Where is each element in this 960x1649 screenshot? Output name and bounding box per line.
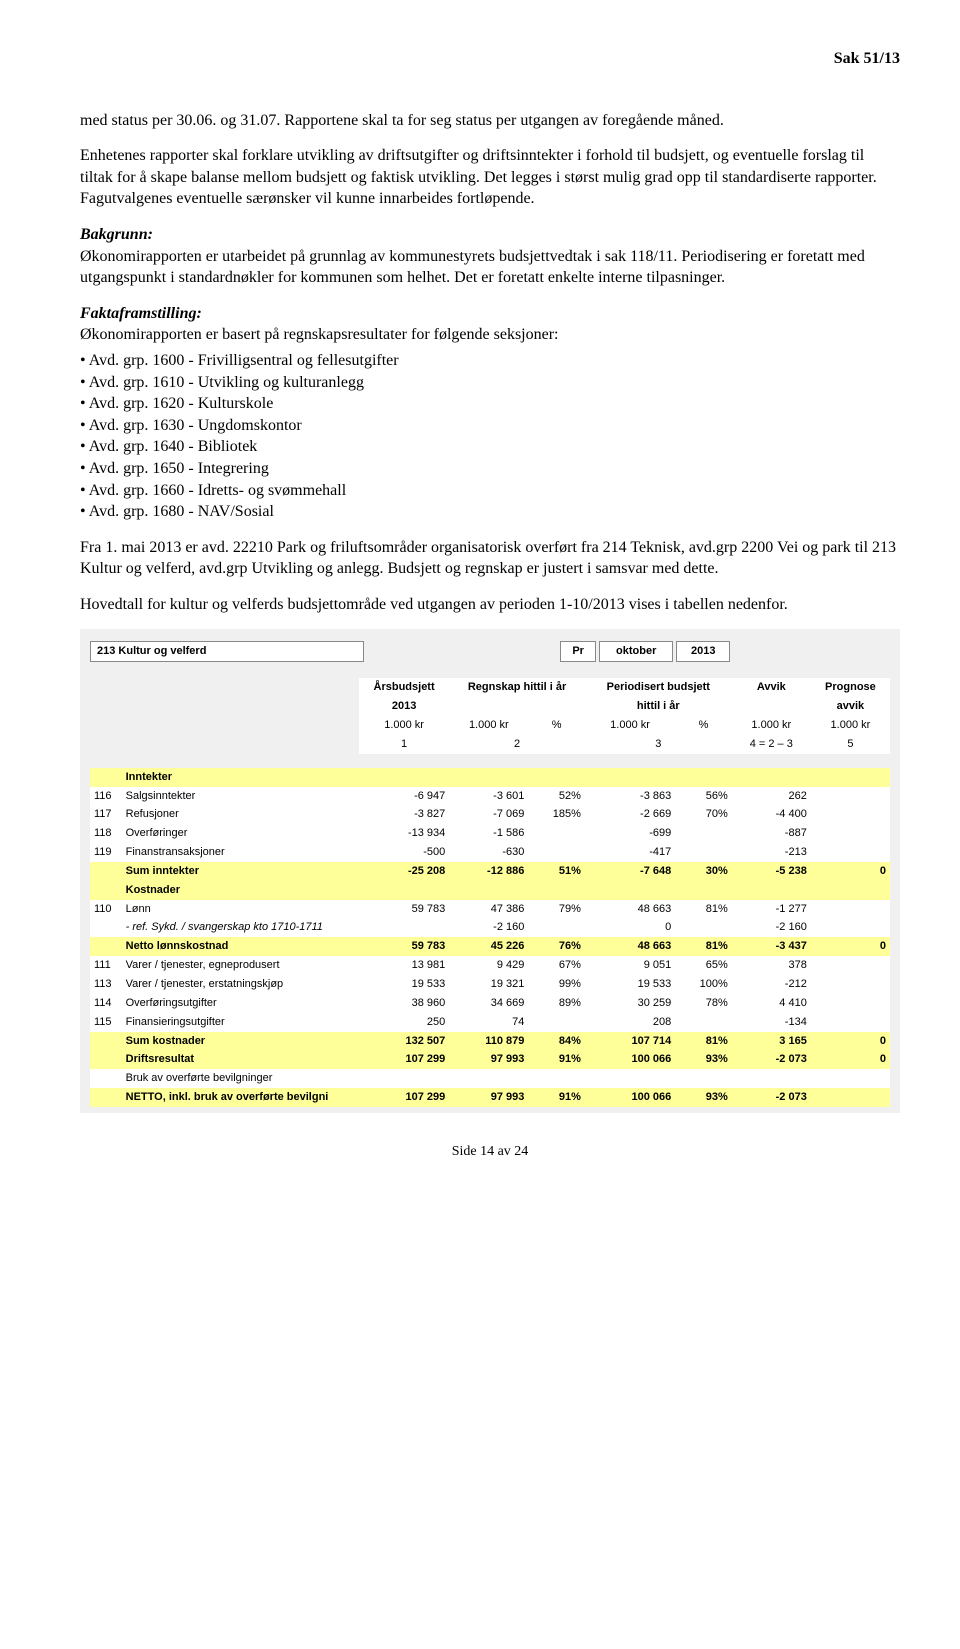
col-periodisert-sub: hittil i år xyxy=(585,697,732,716)
col-periodisert: Periodisert budsjett xyxy=(585,678,732,697)
table-title-pr: Pr xyxy=(560,641,596,662)
list-item: Avd. grp. 1680 - NAV/Sosial xyxy=(80,501,900,523)
colnum: 4 = 2 – 3 xyxy=(732,735,811,754)
list-item: Avd. grp. 1600 - Frivilligsentral og fel… xyxy=(80,350,900,372)
sum-row: Netto lønnskostnad59 78345 22676%48 6638… xyxy=(90,937,890,956)
finance-table: 213 Kultur og velferd Pr oktober 2013 År… xyxy=(80,629,900,1112)
table-title-left: 213 Kultur og velferd xyxy=(90,641,364,662)
table-row: 115Finansieringsutgifter25074208-134 xyxy=(90,1013,890,1032)
sum-row: Driftsresultat107 29997 99391%100 06693%… xyxy=(90,1050,890,1069)
list-item: Avd. grp. 1630 - Ungdomskontor xyxy=(80,415,900,437)
table-row: 114Overføringsutgifter38 96034 66989%30 … xyxy=(90,994,890,1013)
table-row: Bruk av overførte bevilgninger xyxy=(90,1069,890,1088)
avd-list: Avd. grp. 1600 - Frivilligsentral og fel… xyxy=(80,350,900,523)
colnum: 5 xyxy=(811,735,890,754)
section-inntekter: Inntekter xyxy=(122,768,359,787)
fakta-label: Faktaframstilling: xyxy=(80,305,202,322)
list-item: Avd. grp. 1650 - Integrering xyxy=(80,458,900,480)
sum-row: Sum inntekter-25 208-12 88651%-7 64830%-… xyxy=(90,862,890,881)
table-row: 118Overføringer-13 934-1 586-699-887 xyxy=(90,824,890,843)
table-row: - ref. Sykd. / svangerskap kto 1710-1711… xyxy=(90,918,890,937)
table-row: 117Refusjoner-3 827-7 069185%-2 66970%-4… xyxy=(90,805,890,824)
unit-cell: 1.000 kr xyxy=(585,716,675,735)
para-4: Hovedtall for kultur og velferds budsjet… xyxy=(80,594,900,616)
sum-row: NETTO, inkl. bruk av overførte bevilgni1… xyxy=(90,1088,890,1107)
section-kostnader: Kostnader xyxy=(122,881,359,900)
col-arsbudsjett: Årsbudsjett xyxy=(359,678,449,697)
table-row: 113Varer / tjenester, erstatningskjøp19 … xyxy=(90,975,890,994)
col-prognose-sub: avvik xyxy=(811,697,890,716)
fakta-text: Økonomirapporten er basert på regnskapsr… xyxy=(80,326,559,343)
list-item: Avd. grp. 1640 - Bibliotek xyxy=(80,436,900,458)
table-row: 110Lønn59 78347 38679%48 66381%-1 277 xyxy=(90,900,890,919)
list-item: Avd. grp. 1660 - Idretts- og svømmehall xyxy=(80,480,900,502)
table-title-month: oktober xyxy=(599,641,673,662)
colnum: 2 xyxy=(449,735,585,754)
col-regnskap: Regnskap hittil i år xyxy=(449,678,585,697)
table-row: 116Salgsinntekter-6 947-3 60152%-3 86356… xyxy=(90,787,890,806)
para-1: med status per 30.06. og 31.07. Rapporte… xyxy=(80,110,900,132)
table-row: 119Finanstransaksjoner-500-630-417-213 xyxy=(90,843,890,862)
case-number: Sak 51/13 xyxy=(80,48,900,70)
col-avvik: Avvik xyxy=(732,678,811,697)
table-title-row: 213 Kultur og velferd Pr oktober 2013 xyxy=(90,641,890,662)
colnum: 3 xyxy=(585,735,732,754)
unit-cell: 1.000 kr xyxy=(732,716,811,735)
unit-cell: 1.000 kr xyxy=(449,716,528,735)
unit-cell: 1.000 kr xyxy=(811,716,890,735)
list-item: Avd. grp. 1610 - Utvikling og kulturanle… xyxy=(80,372,900,394)
bakgrunn-label: Bakgrunn: xyxy=(80,226,153,243)
table-row: 111Varer / tjenester, egneprodusert13 98… xyxy=(90,956,890,975)
para-3: Fra 1. mai 2013 er avd. 22210 Park og fr… xyxy=(80,537,900,580)
unit-cell: 1.000 kr xyxy=(359,716,449,735)
page-footer: Side 14 av 24 xyxy=(80,1143,900,1162)
sum-row: Sum kostnader132 507110 87984%107 71481%… xyxy=(90,1032,890,1051)
list-item: Avd. grp. 1620 - Kulturskole xyxy=(80,393,900,415)
data-table: Årsbudsjett Regnskap hittil i år Periodi… xyxy=(90,678,890,1107)
fakta-block: Faktaframstilling: Økonomirapporten er b… xyxy=(80,303,900,346)
bakgrunn-text: Økonomirapporten er utarbeidet på grunnl… xyxy=(80,248,865,287)
pct-cell: % xyxy=(528,716,585,735)
col-arsbudsjett-sub: 2013 xyxy=(359,697,449,716)
para-2: Enhetenes rapporter skal forklare utvikl… xyxy=(80,145,900,210)
pct-cell: % xyxy=(675,716,732,735)
col-prognose: Prognose xyxy=(811,678,890,697)
colnum: 1 xyxy=(359,735,449,754)
bakgrunn-block: Bakgrunn: Økonomirapporten er utarbeidet… xyxy=(80,224,900,289)
table-title-year: 2013 xyxy=(676,641,730,662)
